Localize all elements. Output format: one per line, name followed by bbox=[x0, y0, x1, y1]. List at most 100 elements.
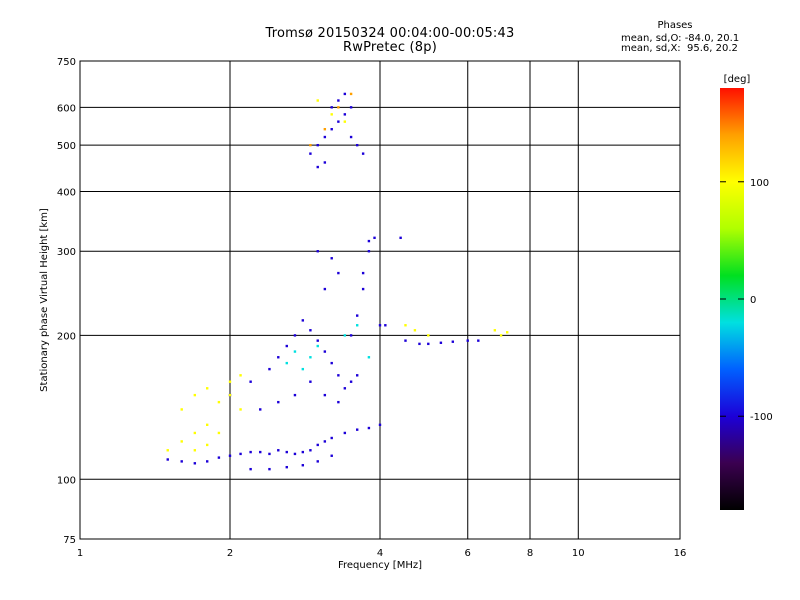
data-point bbox=[249, 380, 252, 383]
data-point bbox=[361, 271, 365, 275]
x-tick-label: 16 bbox=[674, 548, 687, 559]
data-point bbox=[337, 99, 340, 102]
data-point bbox=[309, 380, 312, 383]
data-point bbox=[367, 426, 371, 430]
data-point bbox=[439, 341, 443, 344]
data-point bbox=[285, 361, 288, 365]
x-tick-label: 6 bbox=[465, 548, 471, 559]
y-tick-label: 200 bbox=[57, 331, 76, 342]
data-point bbox=[378, 423, 382, 427]
data-point bbox=[349, 92, 353, 96]
data-point bbox=[180, 440, 183, 443]
data-point bbox=[228, 393, 232, 397]
data-point bbox=[337, 400, 340, 404]
data-point bbox=[309, 152, 312, 155]
data-point bbox=[316, 99, 319, 102]
data-point bbox=[427, 334, 430, 337]
data-point bbox=[323, 393, 327, 397]
data-point bbox=[330, 106, 333, 109]
x-tick-label: 4 bbox=[377, 548, 383, 559]
data-point bbox=[285, 450, 288, 454]
data-point bbox=[323, 161, 327, 164]
data-point bbox=[239, 452, 242, 456]
data-point bbox=[301, 319, 305, 322]
data-point bbox=[166, 458, 169, 461]
colorbar-tick-label: 100 bbox=[750, 178, 769, 189]
data-point bbox=[309, 356, 312, 359]
data-point bbox=[355, 428, 359, 431]
data-point bbox=[301, 450, 305, 454]
data-point bbox=[166, 449, 169, 452]
data-point bbox=[413, 329, 417, 332]
data-point bbox=[249, 467, 252, 471]
data-point bbox=[316, 339, 319, 342]
data-point bbox=[505, 331, 509, 334]
data-point bbox=[337, 120, 340, 123]
data-point bbox=[309, 143, 312, 147]
data-point bbox=[293, 452, 297, 456]
y-axis-label: Stationary phase Virtual Height [km] bbox=[39, 208, 50, 392]
data-point bbox=[205, 387, 209, 390]
x-tick-label: 8 bbox=[527, 548, 533, 559]
data-point bbox=[285, 465, 288, 469]
chart-subtitle: RwPretec (8p) bbox=[343, 40, 437, 55]
y-tick-label: 75 bbox=[63, 535, 76, 546]
data-point bbox=[349, 135, 353, 139]
data-point bbox=[367, 239, 371, 243]
data-point bbox=[330, 454, 333, 457]
data-point bbox=[217, 456, 221, 459]
data-point bbox=[337, 374, 340, 377]
colorbar-tick-label: 0 bbox=[750, 295, 756, 306]
phase-stats-o: mean, sd,O: -84.0, 20.1 bbox=[621, 33, 740, 44]
data-point bbox=[361, 287, 365, 291]
x-tick-label: 1 bbox=[77, 548, 83, 559]
data-point bbox=[205, 443, 209, 447]
grid-lines bbox=[80, 61, 680, 539]
data-point bbox=[193, 431, 197, 435]
y-tick-label: 300 bbox=[57, 247, 76, 258]
data-point bbox=[427, 342, 430, 346]
data-point bbox=[205, 423, 209, 427]
y-axis-ticks: 75 100 200 300 400 500 600 750 bbox=[57, 57, 76, 546]
data-point bbox=[228, 454, 232, 457]
data-point bbox=[355, 324, 359, 327]
data-point bbox=[268, 452, 271, 456]
data-point bbox=[316, 344, 319, 348]
data-point bbox=[293, 350, 297, 353]
data-point bbox=[499, 334, 503, 337]
data-point bbox=[323, 127, 327, 131]
data-point bbox=[277, 449, 280, 452]
data-point bbox=[193, 462, 197, 465]
data-point bbox=[323, 287, 327, 291]
data-point bbox=[259, 408, 262, 411]
data-point bbox=[268, 367, 271, 371]
data-point bbox=[355, 143, 359, 147]
data-point bbox=[355, 374, 359, 377]
data-point bbox=[301, 367, 305, 371]
phase-heading: Phases bbox=[657, 20, 693, 31]
data-point bbox=[249, 450, 252, 454]
x-axis-label: Frequency [MHz] bbox=[338, 560, 422, 571]
x-tick-label: 2 bbox=[227, 548, 233, 559]
data-point bbox=[477, 339, 480, 342]
data-point bbox=[343, 120, 347, 123]
data-point bbox=[355, 314, 359, 317]
data-point bbox=[228, 380, 232, 383]
data-point bbox=[343, 431, 347, 435]
data-point bbox=[330, 257, 333, 260]
colorbar-tick-label: -100 bbox=[750, 412, 773, 423]
data-point bbox=[343, 92, 347, 96]
data-point bbox=[277, 400, 280, 404]
data-point bbox=[373, 236, 376, 240]
data-point bbox=[493, 329, 497, 332]
chart-title: Tromsø 20150324 00:04:00-00:05:43 bbox=[265, 26, 515, 41]
data-point bbox=[268, 467, 271, 471]
data-point bbox=[316, 143, 319, 147]
data-point bbox=[343, 387, 347, 390]
data-point bbox=[217, 400, 221, 404]
data-point bbox=[361, 152, 365, 155]
data-point bbox=[330, 127, 333, 131]
data-point bbox=[193, 393, 197, 397]
data-point bbox=[316, 460, 319, 463]
